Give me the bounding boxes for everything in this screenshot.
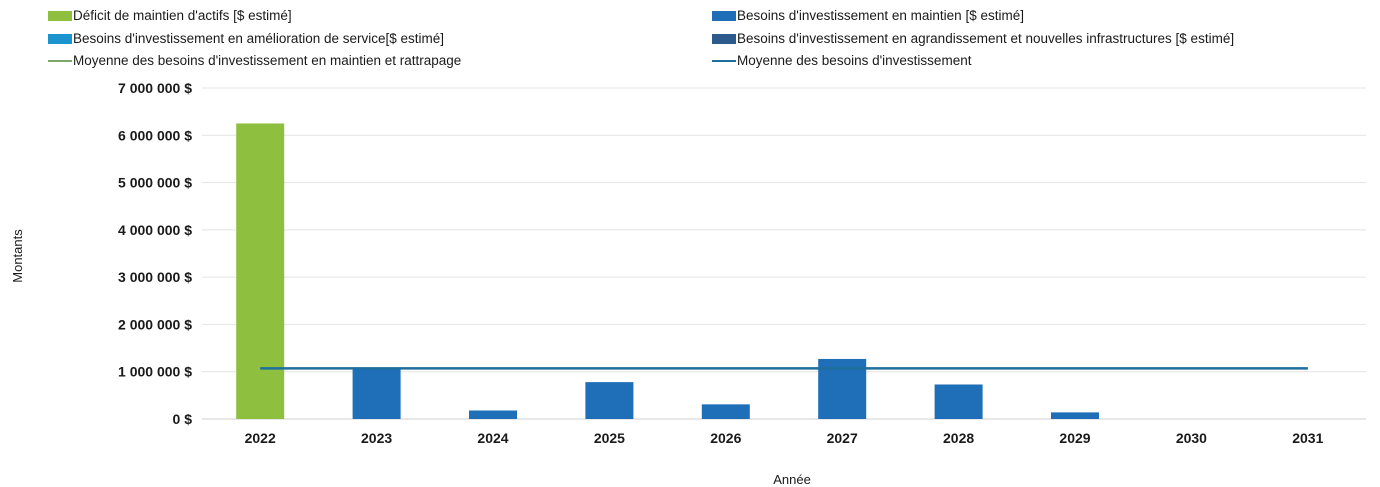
y-tick-label: 1 000 000 $ bbox=[118, 364, 192, 380]
legend-label: Moyenne des besoins d'investissement bbox=[737, 53, 972, 68]
x-tick-label: 2030 bbox=[1176, 430, 1207, 446]
bar-2029 bbox=[1051, 412, 1099, 419]
y-tick-label: 4 000 000 $ bbox=[118, 222, 192, 238]
y-tick-label: 7 000 000 $ bbox=[118, 80, 192, 96]
legend-label: Moyenne des besoins d'investissement en … bbox=[73, 53, 461, 68]
bar-2026 bbox=[701, 404, 750, 419]
x-tick-label: 2025 bbox=[594, 430, 625, 446]
legend-label: Besoins d'investissement en maintien [$ … bbox=[737, 8, 1024, 23]
y-tick-label: 2 000 000 $ bbox=[118, 316, 192, 332]
bar-2024 bbox=[469, 410, 517, 419]
legend-swatch bbox=[712, 11, 736, 21]
x-tick-label: 2029 bbox=[1059, 430, 1090, 446]
bar-2028 bbox=[934, 384, 983, 419]
y-axis-title: Montants bbox=[10, 229, 25, 283]
y-tick-label: 3 000 000 $ bbox=[118, 269, 192, 285]
chart-legend: Déficit de maintien d'actifs [$ estimé] B… bbox=[48, 8, 1234, 68]
x-axis-title: Année bbox=[773, 472, 811, 487]
chart-bars bbox=[236, 123, 1099, 419]
x-tick-label: 2026 bbox=[710, 430, 741, 446]
x-tick-label: 2023 bbox=[361, 430, 392, 446]
legend-item: Besoins d'investissement en maintien [$ … bbox=[712, 8, 1024, 23]
y-tick-label: 6 000 000 $ bbox=[118, 127, 192, 143]
bar-2023 bbox=[352, 369, 401, 419]
legend-swatch bbox=[48, 34, 72, 44]
bar-2022 bbox=[236, 123, 285, 419]
y-tick-label: 5 000 000 $ bbox=[118, 175, 192, 191]
y-axis-ticks: 0 $ 1 000 000 $ 2 000 000 $ 3 000 000 $ 4 00… bbox=[118, 80, 192, 427]
x-tick-label: 2024 bbox=[477, 430, 508, 446]
x-axis-ticks: 2022 2023 2024 2025 2026 2027 2028 2029 2030 2031 bbox=[245, 430, 1324, 446]
bar-2025 bbox=[585, 382, 634, 419]
legend-item: Besoins d'investissement en amélioration… bbox=[48, 31, 444, 46]
x-tick-label: 2027 bbox=[827, 430, 858, 446]
x-tick-label: 2031 bbox=[1292, 430, 1323, 446]
legend-item: Moyenne des besoins d'investissement en … bbox=[48, 53, 461, 68]
legend-item: Besoins d'investissement en agrandisseme… bbox=[712, 31, 1234, 46]
y-tick-label: 0 $ bbox=[173, 411, 193, 427]
legend-item: Moyenne des besoins d'investissement bbox=[712, 53, 972, 68]
x-tick-label: 2028 bbox=[943, 430, 974, 446]
legend-swatch bbox=[712, 34, 736, 44]
legend-item: Déficit de maintien d'actifs [$ estimé] bbox=[48, 8, 292, 23]
legend-swatch bbox=[48, 11, 72, 21]
x-tick-label: 2022 bbox=[245, 430, 276, 446]
legend-label: Déficit de maintien d'actifs [$ estimé] bbox=[73, 8, 292, 23]
legend-label: Besoins d'investissement en agrandisseme… bbox=[737, 31, 1234, 46]
legend-label: Besoins d'investissement en amélioration… bbox=[73, 31, 444, 46]
